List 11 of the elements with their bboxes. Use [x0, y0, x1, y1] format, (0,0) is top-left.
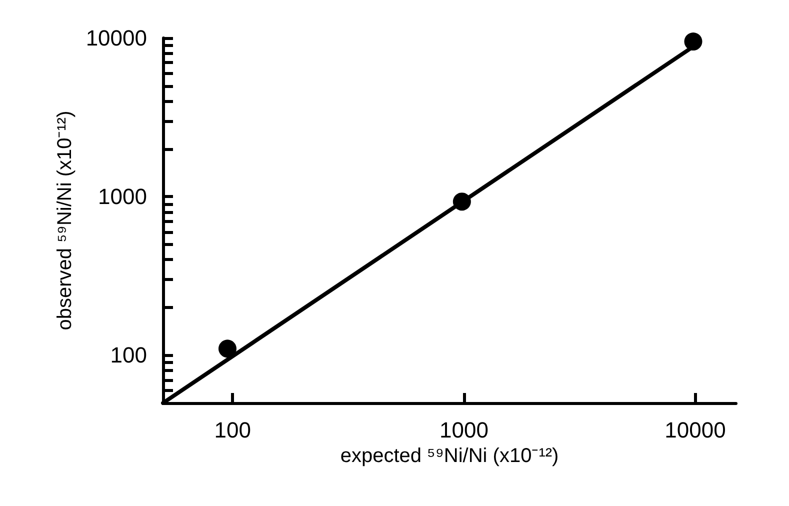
- point: [218, 340, 236, 358]
- point: [684, 32, 702, 51]
- y-tick-label: 1000: [98, 184, 147, 210]
- point: [452, 192, 471, 211]
- y-tick-label: 100: [110, 342, 147, 368]
- y-axis-title: observed ⁵⁹Ni/Ni (x10⁻¹²): [54, 110, 76, 330]
- y-tick-label: 10000: [86, 26, 147, 50]
- x-tick-label: 10000: [664, 418, 726, 442]
- x-tick-label: 1000: [439, 418, 488, 442]
- x-tick-label: 100: [214, 418, 251, 442]
- x-axis-title: expected ⁵⁹Ni/Ni (x10⁻¹²): [340, 444, 559, 467]
